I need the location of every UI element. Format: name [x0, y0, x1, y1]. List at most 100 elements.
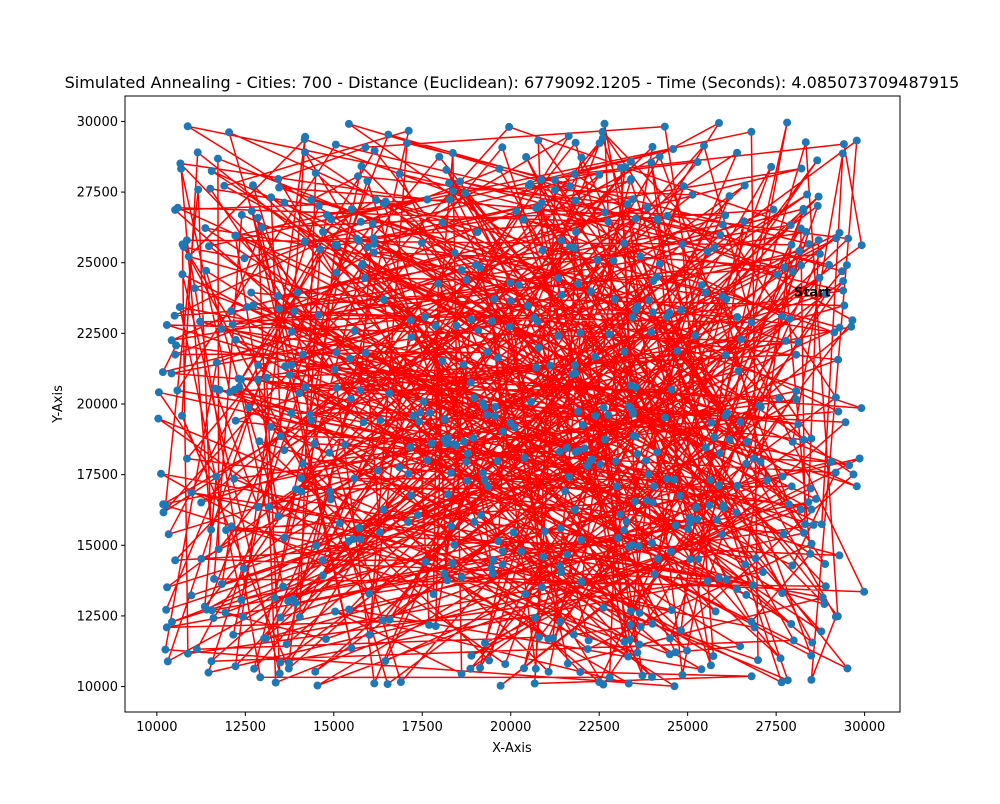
city-point	[817, 627, 826, 636]
city-point	[231, 335, 240, 344]
city-point	[154, 414, 163, 423]
city-point	[670, 682, 679, 691]
city-point	[365, 630, 374, 639]
city-point	[628, 313, 637, 321]
city-point	[239, 564, 248, 573]
city-point	[799, 204, 808, 213]
city-point	[167, 336, 176, 345]
city-point	[627, 541, 636, 549]
city-point	[162, 605, 171, 614]
city-point	[332, 268, 341, 277]
city-point	[725, 192, 734, 201]
city-point	[456, 177, 465, 186]
city-point	[469, 434, 478, 442]
city-point	[605, 330, 614, 339]
city-point	[596, 460, 605, 469]
city-point	[327, 215, 336, 224]
city-point	[688, 190, 697, 199]
city-point	[404, 518, 413, 526]
city-point	[217, 580, 226, 588]
city-point	[620, 239, 629, 247]
city-point	[709, 652, 718, 661]
city-point	[249, 301, 258, 310]
city-point	[161, 645, 170, 654]
city-point	[207, 525, 216, 534]
city-point	[295, 612, 304, 621]
city-point	[255, 437, 264, 446]
city-point	[821, 582, 830, 591]
city-point	[378, 616, 387, 625]
city-point	[539, 552, 548, 561]
city-point	[444, 434, 453, 443]
city-point	[445, 179, 454, 188]
city-point	[163, 583, 172, 592]
city-point	[609, 256, 618, 265]
city-point	[821, 560, 830, 568]
city-point	[376, 416, 385, 425]
city-point	[171, 350, 180, 359]
city-point	[627, 175, 636, 183]
city-point	[301, 148, 309, 157]
city-point	[703, 247, 712, 256]
city-point	[517, 547, 526, 556]
city-point	[683, 646, 692, 655]
city-point	[776, 654, 785, 663]
city-point	[350, 474, 359, 483]
city-point	[285, 370, 294, 379]
city-point	[671, 648, 680, 657]
city-point	[787, 620, 796, 628]
city-point	[795, 247, 804, 256]
city-point	[498, 143, 507, 152]
city-point	[159, 508, 168, 517]
city-point	[663, 474, 672, 483]
city-point	[788, 561, 797, 570]
city-point	[498, 547, 507, 556]
city-point	[679, 182, 688, 191]
city-point	[857, 241, 866, 250]
city-point	[183, 649, 192, 658]
city-point	[520, 664, 528, 673]
city-point	[452, 321, 461, 330]
x-tick-label: 22500	[579, 720, 620, 735]
city-point	[751, 554, 760, 563]
city-point	[635, 608, 644, 617]
city-point	[307, 195, 316, 204]
city-point	[576, 328, 585, 337]
city-point	[297, 487, 306, 496]
city-point	[314, 201, 323, 210]
city-point	[365, 589, 374, 598]
city-point	[778, 589, 787, 597]
city-point	[678, 240, 687, 249]
city-point	[604, 411, 613, 419]
city-point	[797, 261, 806, 270]
city-point	[383, 680, 392, 689]
city-point	[815, 249, 824, 258]
city-point	[295, 389, 304, 398]
city-point	[629, 432, 638, 440]
city-point	[838, 149, 847, 158]
city-point	[530, 679, 539, 688]
city-point	[280, 198, 289, 207]
city-point	[332, 348, 341, 357]
city-point	[540, 527, 549, 536]
city-point	[406, 443, 415, 452]
city-point	[626, 621, 635, 630]
city-point	[604, 217, 613, 226]
city-point	[654, 215, 663, 224]
city-point	[733, 481, 742, 490]
city-point	[183, 454, 191, 463]
city-point	[831, 612, 840, 621]
city-point	[852, 136, 861, 145]
city-point	[546, 361, 555, 370]
city-point	[319, 227, 327, 236]
city-point	[448, 149, 457, 157]
start-annotation: Start	[794, 286, 831, 301]
city-point	[569, 630, 578, 639]
city-point	[847, 322, 856, 331]
city-point	[626, 607, 635, 616]
city-point	[647, 158, 656, 167]
city-point	[425, 408, 434, 417]
city-point	[301, 383, 310, 391]
city-point	[230, 474, 239, 483]
